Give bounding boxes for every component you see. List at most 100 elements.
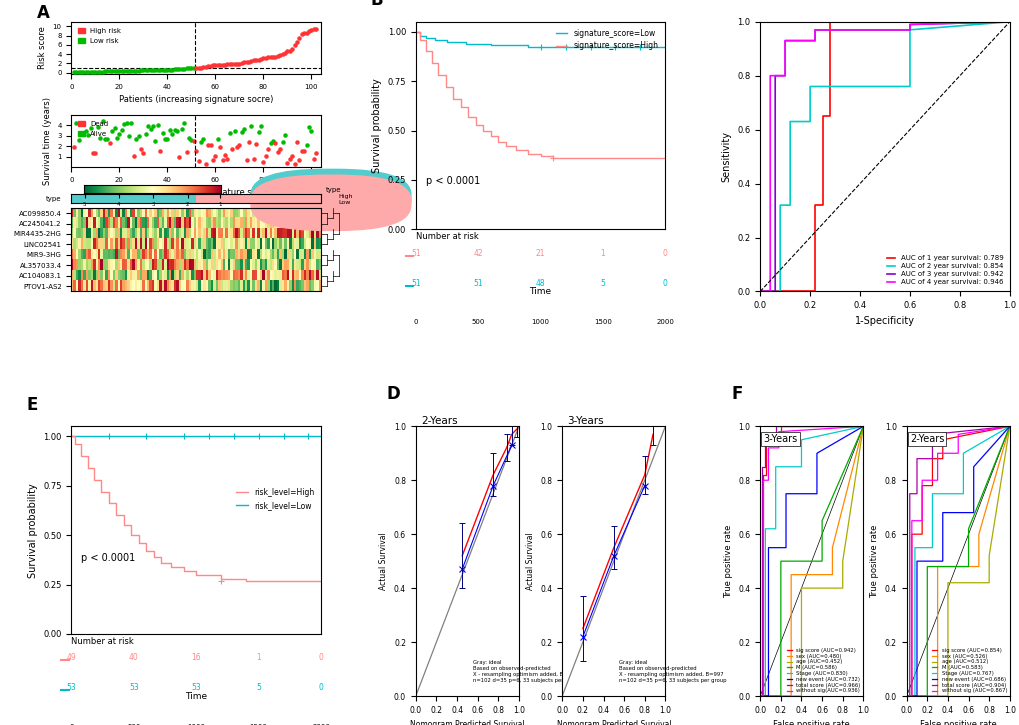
Point: [161, 125, 177, 136]
Text: 1000: 1000: [531, 319, 549, 325]
Point: [255, 156, 271, 167]
Point: [251, 54, 267, 65]
Point: [65, 141, 82, 153]
Text: 0: 0: [69, 724, 73, 725]
Y-axis label: Survival time (years): Survival time (years): [43, 97, 52, 185]
Point: [296, 145, 312, 157]
Text: Number at risk: Number at risk: [416, 232, 478, 241]
Point: [171, 64, 187, 75]
Text: 1: 1: [256, 653, 261, 663]
Point: [226, 125, 243, 136]
Point: [185, 136, 202, 147]
X-axis label: False positive rate: False positive rate: [772, 720, 849, 725]
Text: B: B: [371, 0, 383, 9]
Point: [308, 23, 324, 35]
Point: [83, 123, 99, 134]
Y-axis label: Risk score: Risk score: [38, 26, 47, 70]
Point: [70, 134, 87, 146]
Point: [272, 49, 288, 61]
Point: [143, 123, 159, 135]
Point: [228, 59, 245, 70]
Point: [138, 65, 154, 76]
Point: [118, 65, 135, 77]
Text: 16: 16: [192, 653, 201, 663]
Point: [157, 133, 173, 144]
Point: [267, 51, 283, 62]
Text: F: F: [731, 385, 742, 403]
Point: [286, 40, 303, 51]
Point: [88, 148, 104, 160]
Point: [251, 126, 267, 138]
Text: E: E: [26, 396, 38, 414]
Point: [228, 141, 245, 152]
Text: Number at risk: Number at risk: [71, 637, 135, 646]
Point: [120, 65, 137, 77]
Text: 49: 49: [66, 653, 76, 663]
Point: [205, 154, 221, 166]
Point: [171, 151, 187, 162]
Text: 2000: 2000: [656, 319, 674, 325]
Point: [104, 65, 120, 77]
Point: [154, 64, 170, 75]
Point: [178, 146, 195, 158]
Text: 0: 0: [413, 319, 418, 325]
Text: 0: 0: [318, 683, 323, 692]
Point: [301, 25, 317, 36]
Point: [279, 157, 296, 169]
Point: [164, 128, 180, 140]
Point: [125, 65, 142, 76]
Legend: sig score (AUC=0.942), sex (AUC=0.480), age (AUC=0.452), M (AUC=0.586), Stage (A: sig score (AUC=0.942), sex (AUC=0.480), …: [786, 648, 860, 693]
Point: [207, 59, 223, 71]
Point: [299, 27, 315, 38]
Point: [183, 62, 200, 74]
Point: [279, 46, 296, 57]
Point: [180, 132, 197, 144]
Point: [217, 59, 233, 70]
Text: Gray: ideal
Based on observed-predicted
X - resampling optimism added, B=997
n=1: Gray: ideal Based on observed-predicted …: [472, 660, 580, 682]
Point: [269, 146, 285, 157]
Legend: risk_level=High, risk_level=Low: risk_level=High, risk_level=Low: [233, 485, 317, 513]
Point: [180, 62, 197, 74]
Point: [130, 65, 147, 76]
Point: [306, 24, 322, 36]
Point: [68, 117, 85, 128]
Point: [306, 154, 322, 165]
Point: [281, 153, 298, 165]
Point: [214, 59, 230, 70]
Y-axis label: Actual Survival: Actual Survival: [526, 532, 534, 590]
Point: [106, 65, 122, 77]
Point: [296, 27, 312, 38]
Point: [152, 64, 168, 75]
Y-axis label: Survival probability: Survival probability: [28, 483, 38, 578]
Point: [106, 123, 122, 134]
Point: [291, 33, 308, 44]
Point: [217, 149, 233, 161]
Text: 42: 42: [473, 249, 483, 258]
Point: [79, 67, 96, 78]
Point: [102, 65, 118, 77]
Y-axis label: True positive rate: True positive rate: [723, 524, 732, 598]
Point: [274, 48, 290, 59]
Point: [274, 136, 290, 148]
Point: [265, 51, 281, 62]
Point: [116, 118, 132, 130]
Text: 1500: 1500: [593, 319, 611, 325]
Text: D: D: [386, 385, 400, 403]
Text: Low: Low: [338, 200, 351, 205]
Point: [128, 133, 145, 144]
Point: [260, 51, 276, 63]
Point: [303, 24, 319, 36]
Point: [240, 56, 257, 67]
Text: 21: 21: [535, 249, 545, 258]
Point: [130, 130, 147, 142]
Text: p < 0.0001: p < 0.0001: [82, 553, 136, 563]
Point: [169, 64, 185, 75]
Point: [97, 133, 113, 145]
Text: 5: 5: [600, 278, 605, 288]
Point: [265, 136, 281, 147]
Legend: Dead, Alive: Dead, Alive: [74, 118, 111, 139]
X-axis label: Nomogram Predicted Survival: Nomogram Predicted Survival: [410, 720, 524, 725]
Point: [301, 121, 317, 133]
FancyBboxPatch shape: [251, 175, 411, 231]
Point: [97, 65, 113, 77]
